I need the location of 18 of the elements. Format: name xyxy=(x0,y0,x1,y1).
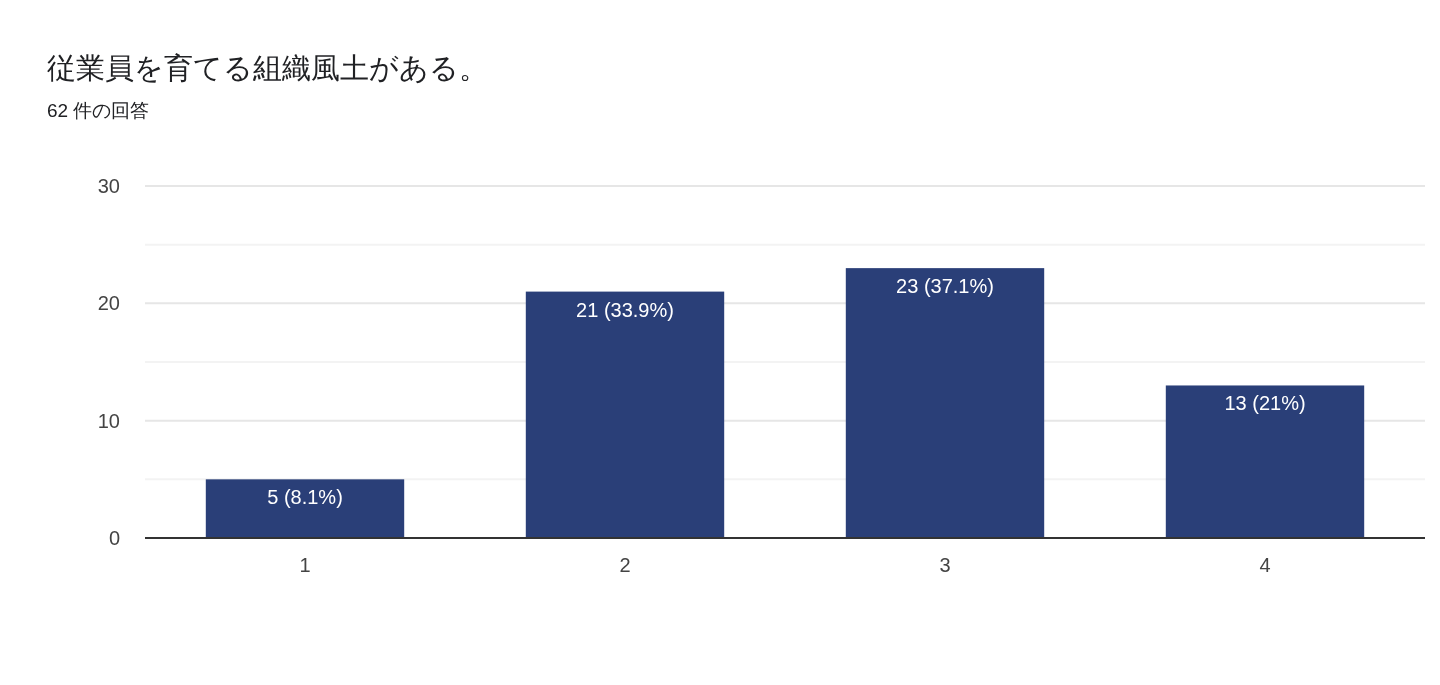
y-tick-label: 0 xyxy=(108,527,120,549)
chart-title: 従業員を育てる組織風土がある。 xyxy=(47,52,488,84)
chart-subtitle: 62 件の回答 xyxy=(47,100,150,121)
data-label: 23 (37.1%) xyxy=(896,275,994,298)
data-label: 5 (8.1%) xyxy=(267,486,343,509)
data-label: 21 (33.9%) xyxy=(576,298,674,321)
bar xyxy=(205,479,405,538)
bar xyxy=(525,291,725,538)
y-tick-label: 20 xyxy=(97,292,120,315)
y-tick-label: 30 xyxy=(97,175,120,197)
x-tick-label: 3 xyxy=(939,554,951,576)
x-tick-label: 4 xyxy=(1259,554,1271,576)
bar xyxy=(845,268,1045,538)
y-tick-label: 10 xyxy=(97,409,120,432)
data-label: 13 (21%) xyxy=(1224,392,1306,415)
bar xyxy=(1165,385,1365,538)
x-tick-label: 2 xyxy=(619,554,631,576)
x-tick-label: 1 xyxy=(299,554,311,576)
